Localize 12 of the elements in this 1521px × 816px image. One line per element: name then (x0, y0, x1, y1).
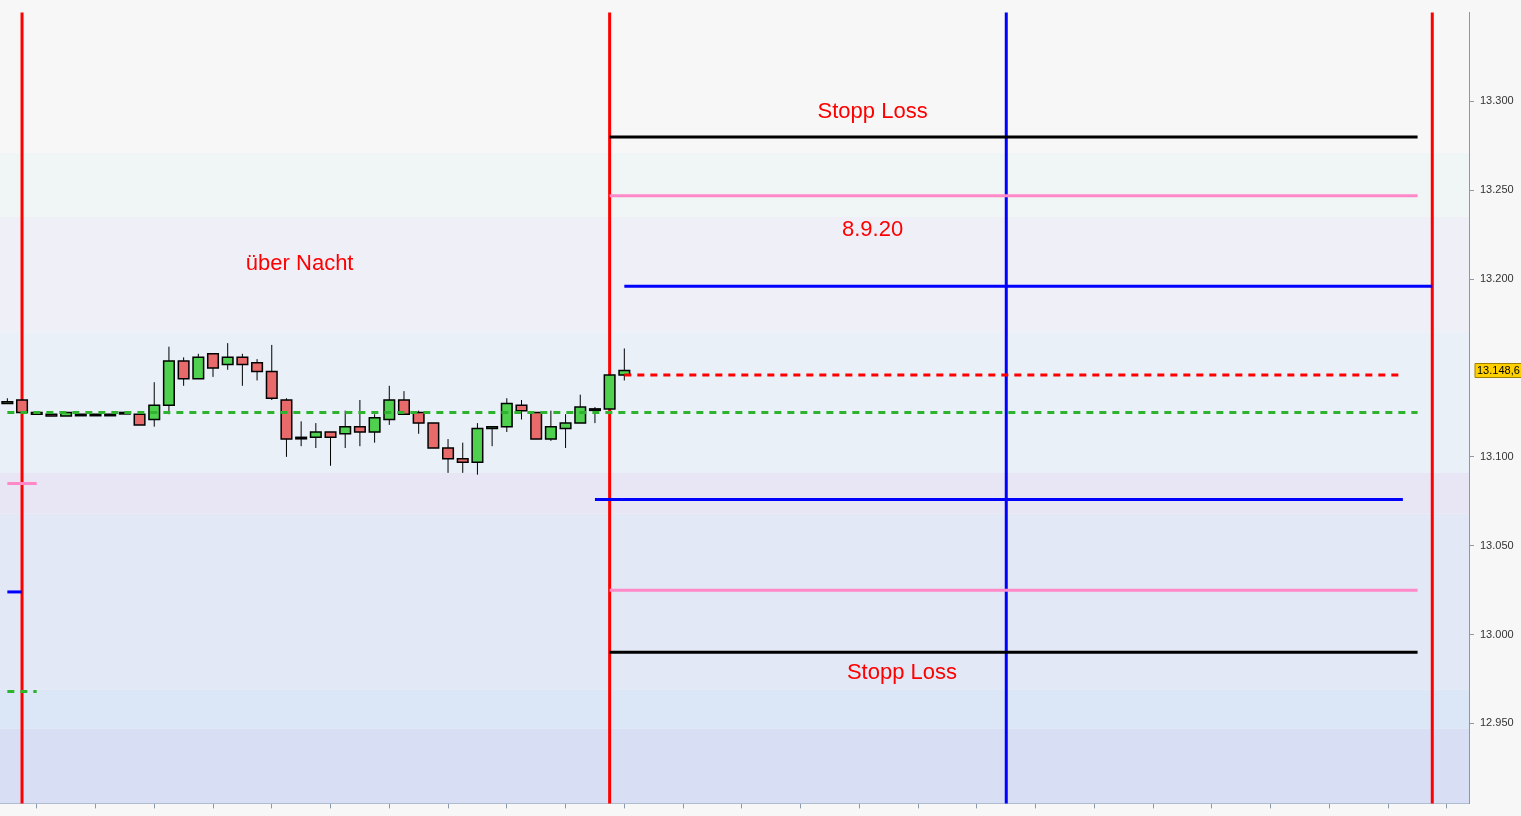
annotation: über Nacht (245, 250, 354, 276)
y-tick-label: 13.250 (1480, 183, 1514, 196)
y-tick-label: 13.000 (1480, 627, 1514, 640)
annotation: 8.9.20 (842, 216, 904, 242)
annotation: Stopp Loss (846, 658, 958, 684)
text: 13.148,6 (1477, 363, 1520, 376)
y-tick-label: 12.950 (1480, 716, 1514, 729)
y-tick-label: 13.300 (1480, 94, 1514, 107)
annotation: Stopp Loss (817, 98, 928, 124)
y-tick-label: 13.050 (1480, 538, 1514, 551)
y-tick-label: 13.200 (1480, 272, 1514, 285)
y-tick-label: 13.100 (1480, 449, 1514, 462)
